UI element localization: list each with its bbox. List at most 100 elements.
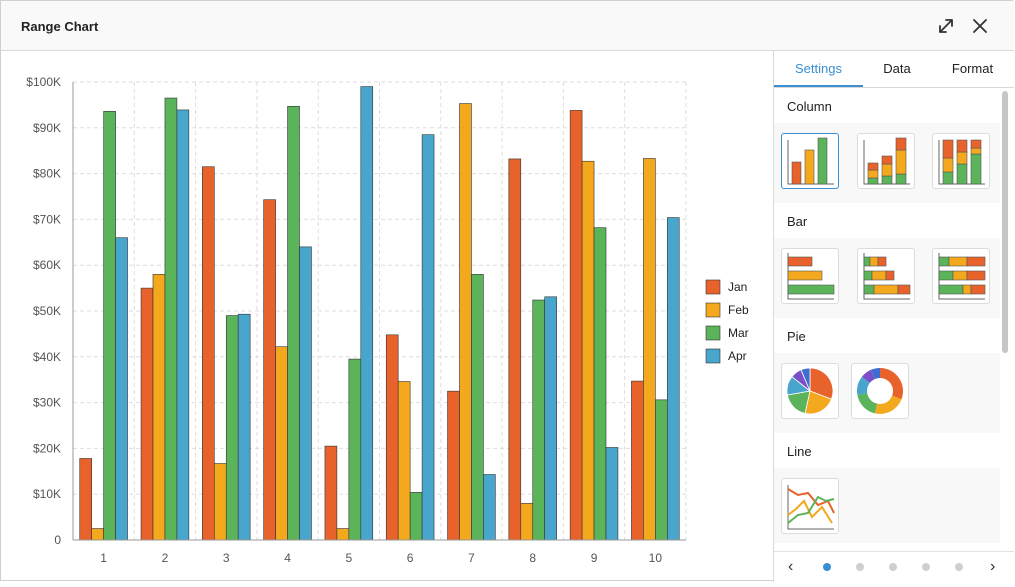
gallery-scrollbar[interactable] — [1002, 91, 1010, 543]
bar-mar — [287, 105, 300, 541]
x-tick-label: 7 — [468, 551, 475, 565]
bar-apr — [421, 134, 435, 541]
y-tick-label: $60K — [33, 258, 61, 272]
bar-jan — [324, 445, 338, 541]
percent-stacked-column-icon — [938, 139, 985, 185]
stacked-column-icon — [863, 137, 910, 185]
stacked-bar-icon — [863, 253, 911, 300]
y-tick-label: $30K — [33, 396, 61, 410]
bar-apr — [176, 109, 190, 541]
maximize-button[interactable] — [934, 14, 958, 38]
bar-apr — [666, 217, 680, 541]
legend-label-apr: Apr — [728, 349, 747, 363]
bar-feb — [643, 158, 656, 541]
bar-mar — [103, 111, 116, 541]
x-tick-label: 5 — [346, 551, 353, 565]
bar-feb — [581, 160, 595, 541]
y-tick-label: $50K — [33, 304, 61, 318]
thumb-stacked-bar[interactable] — [857, 248, 915, 304]
section-bar-header: Bar — [774, 204, 1000, 238]
section-line-header: Line — [774, 434, 1000, 468]
dialog-header: Range Chart — [1, 1, 1014, 51]
x-tick-label: 10 — [649, 551, 663, 565]
close-icon — [973, 19, 987, 33]
y-tick-label: $40K — [33, 350, 61, 364]
bar-jan — [508, 158, 522, 541]
y-tick-label: $90K — [33, 121, 61, 135]
pager-dot-2[interactable] — [856, 563, 864, 571]
bar-jan — [263, 199, 276, 541]
panel-tabs: Settings Data Format — [774, 51, 1014, 88]
bar-jan — [202, 166, 215, 541]
bar-jan — [447, 390, 460, 541]
tab-format[interactable]: Format — [951, 61, 994, 76]
dialog-title: Range Chart — [21, 19, 99, 34]
thumb-100-stacked-column[interactable] — [932, 133, 990, 189]
bar-feb — [459, 103, 472, 541]
close-button[interactable] — [968, 14, 992, 38]
bar-jan — [569, 110, 583, 541]
bar-jan — [140, 287, 154, 541]
thumb-stacked-column[interactable] — [857, 133, 915, 189]
doughnut-icon — [857, 367, 904, 414]
bar-mar — [409, 492, 423, 541]
x-tick-label: 4 — [284, 551, 291, 565]
bar-apr — [483, 474, 496, 541]
x-tick-label: 1 — [100, 551, 107, 565]
thumb-pie[interactable] — [781, 363, 839, 419]
pie-icon — [786, 367, 834, 415]
thumb-line[interactable] — [781, 478, 839, 534]
section-pie-label: Pie — [787, 329, 806, 344]
legend-swatch-apr — [705, 348, 721, 364]
section-column-header: Column — [774, 89, 1000, 123]
x-tick-label: 9 — [591, 551, 598, 565]
section-line-body — [774, 468, 1000, 543]
chevron-right-icon[interactable]: › — [990, 558, 996, 575]
pager-dot-4[interactable] — [922, 563, 930, 571]
x-tick-label: 8 — [529, 551, 536, 565]
thumb-100-stacked-bar[interactable] — [932, 248, 990, 304]
section-bar-label: Bar — [787, 214, 808, 229]
thumb-clustered-column[interactable] — [781, 133, 839, 189]
x-tick-label: 6 — [407, 551, 414, 565]
y-tick-label: $20K — [33, 441, 61, 455]
y-tick-label: $10K — [33, 487, 61, 501]
chevron-left-icon[interactable]: ‹ — [788, 558, 794, 575]
thumb-clustered-bar[interactable] — [781, 248, 839, 304]
section-pie-body — [774, 353, 1000, 433]
bar-apr — [299, 246, 312, 541]
section-column-label: Column — [787, 99, 832, 114]
y-tick-label: $80K — [33, 167, 61, 181]
bar-mar — [164, 97, 178, 541]
y-tick-label: $70K — [33, 212, 61, 226]
bar-apr — [115, 237, 128, 541]
bar-mar — [532, 299, 545, 541]
x-tick-label: 3 — [223, 551, 230, 565]
bar-mar — [348, 358, 362, 541]
section-bar-body — [774, 238, 1000, 318]
bar-apr — [544, 296, 557, 541]
gallery-scrollbar-thumb[interactable] — [1002, 91, 1008, 353]
line-icon — [787, 485, 835, 530]
y-tick-label: 0 — [54, 533, 61, 547]
tab-data[interactable]: Data — [883, 61, 911, 76]
bar-feb — [397, 381, 411, 541]
tab-settings[interactable]: Settings — [774, 51, 863, 87]
thumb-doughnut[interactable] — [851, 363, 909, 419]
bar-mar — [471, 274, 484, 541]
panel-pager: ‹ › — [774, 551, 1014, 581]
legend-swatch-feb — [705, 302, 721, 318]
bar-feb — [214, 463, 227, 541]
pager-dot-5[interactable] — [955, 563, 963, 571]
chart-settings-panel: Settings Data Format Column — [773, 51, 1014, 582]
bar-feb — [275, 346, 288, 541]
section-column-body — [774, 123, 1000, 203]
chart-area: 0 $10K $20K $30K $40K $50K $60K $70K $80K $90K $10… — [1, 51, 773, 582]
bar-apr — [360, 86, 374, 541]
maximize-icon — [939, 19, 953, 33]
pager-dot-1[interactable] — [823, 563, 831, 571]
pager-dot-3[interactable] — [889, 563, 897, 571]
range-chart: 0 $10K $20K $30K $40K $50K $60K $70K $80K $90K $10… — [26, 75, 749, 565]
bar-feb — [336, 528, 350, 541]
chart-type-gallery: Column — [774, 89, 1000, 543]
